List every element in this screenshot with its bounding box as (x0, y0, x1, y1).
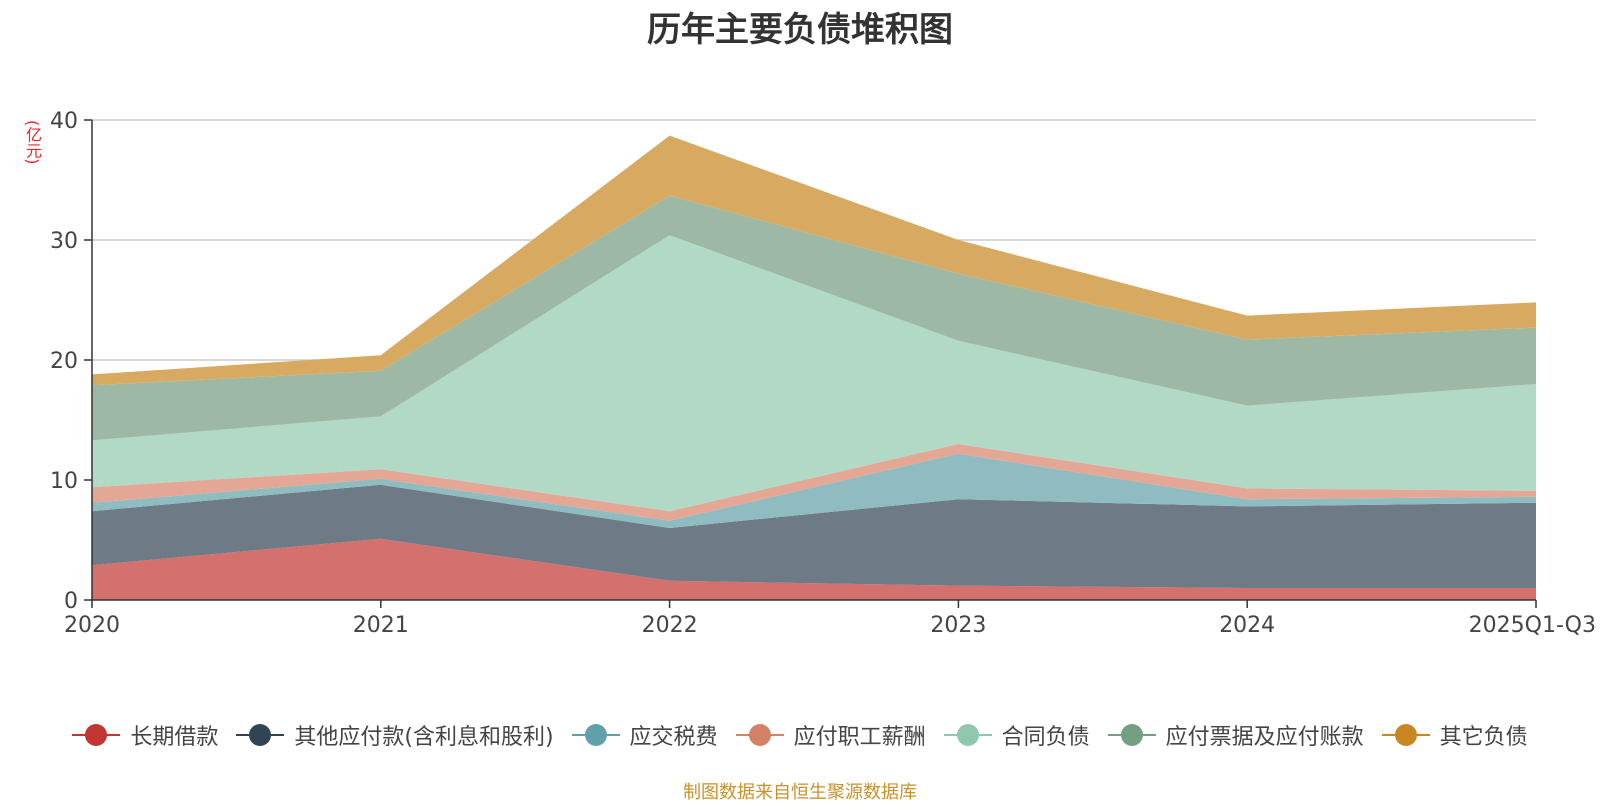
legend-label: 其他应付款(含利息和股利) (294, 725, 554, 750)
x-tick-label-2: 2022 (642, 613, 698, 638)
area-series-3[interactable] (92, 444, 1536, 521)
x-tick-label-0: 2020 (64, 613, 120, 638)
stacked-area-chart: 0 10 20 30 40 2020 2021 2022 2023 2024 2025Q1-Q3 (50, 109, 1596, 638)
legend-item-3[interactable]: 应付职工薪酬 (735, 719, 926, 751)
legend-label: 应付票据及应付账款 (1165, 725, 1364, 750)
chart-title: 历年主要负债堆积图 (647, 10, 953, 50)
legend-label: 长期借款 (130, 725, 219, 750)
chart-legend: 长期借款 其他应付款(含利息和股利) 应交税费 应付职工薪酬 合同负债 应付票据及应付账款… (0, 718, 1600, 752)
legend-marker-icon (735, 722, 784, 748)
data-source-note: 制图数据来自恒生聚源数据库 (683, 782, 917, 803)
legend-marker-icon (72, 722, 121, 748)
legend-label: 其它负债 (1439, 725, 1528, 750)
y-tick-label-3: 30 (50, 229, 78, 254)
legend-marker-icon (1381, 722, 1430, 748)
legend-marker-icon (943, 722, 992, 748)
y-tick-label-4: 40 (50, 109, 78, 134)
legend-label: 应交税费 (629, 725, 718, 750)
y-axis-unit-label: (亿元) (23, 120, 42, 165)
y-tick-label-1: 10 (50, 469, 78, 494)
legend-item-6[interactable]: 其它负债 (1381, 719, 1528, 751)
legend-item-1[interactable]: 其他应付款(含利息和股利) (236, 719, 554, 751)
y-tick-label-0: 0 (64, 589, 78, 614)
legend-marker-icon (236, 722, 285, 748)
legend-item-4[interactable]: 合同负债 (943, 719, 1090, 751)
legend-marker-icon (1107, 722, 1156, 748)
x-tick-label-4: 2024 (1219, 613, 1275, 638)
area-series-0[interactable] (92, 538, 1536, 600)
area-series-1[interactable] (92, 484, 1536, 588)
legend-marker-icon (571, 722, 620, 748)
legend-item-0[interactable]: 长期借款 (72, 719, 218, 751)
x-tick-label-5: 2025Q1-Q3 (1469, 613, 1596, 638)
area-series-6[interactable] (92, 135, 1536, 386)
area-series-4[interactable] (92, 235, 1536, 512)
x-tick-label-3: 2023 (930, 613, 986, 638)
legend-item-5[interactable]: 应付票据及应付账款 (1107, 719, 1364, 751)
area-series-2[interactable] (92, 453, 1536, 528)
legend-item-2[interactable]: 应交税费 (571, 719, 718, 751)
x-tick-label-1: 2021 (353, 613, 409, 638)
area-series-5[interactable] (92, 195, 1536, 441)
legend-label: 合同负债 (1001, 725, 1090, 750)
legend-label: 应付职工薪酬 (793, 725, 926, 750)
y-tick-label-2: 20 (50, 349, 78, 374)
